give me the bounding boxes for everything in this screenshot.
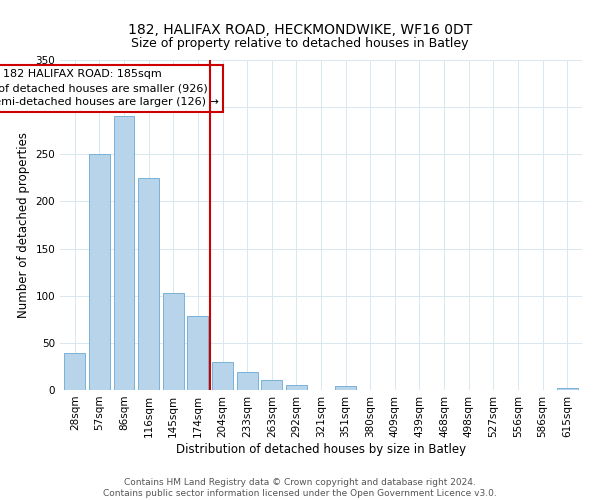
Bar bbox=[64, 353, 85, 390]
Bar bbox=[163, 293, 184, 390]
Bar bbox=[138, 178, 159, 390]
Bar bbox=[187, 316, 208, 390]
Bar bbox=[335, 386, 356, 390]
Bar bbox=[113, 116, 134, 390]
Text: 182, HALIFAX ROAD, HECKMONDWIKE, WF16 0DT: 182, HALIFAX ROAD, HECKMONDWIKE, WF16 0D… bbox=[128, 22, 472, 36]
Text: Size of property relative to detached houses in Batley: Size of property relative to detached ho… bbox=[131, 38, 469, 51]
Bar bbox=[286, 386, 307, 390]
X-axis label: Distribution of detached houses by size in Batley: Distribution of detached houses by size … bbox=[176, 442, 466, 456]
Bar bbox=[212, 362, 233, 390]
Text: Contains HM Land Registry data © Crown copyright and database right 2024.
Contai: Contains HM Land Registry data © Crown c… bbox=[103, 478, 497, 498]
Text: 182 HALIFAX ROAD: 185sqm
← 88% of detached houses are smaller (926)
12% of semi-: 182 HALIFAX ROAD: 185sqm ← 88% of detach… bbox=[0, 70, 218, 108]
Bar bbox=[89, 154, 110, 390]
Bar bbox=[261, 380, 282, 390]
Bar bbox=[236, 372, 257, 390]
Y-axis label: Number of detached properties: Number of detached properties bbox=[17, 132, 30, 318]
Bar bbox=[557, 388, 578, 390]
